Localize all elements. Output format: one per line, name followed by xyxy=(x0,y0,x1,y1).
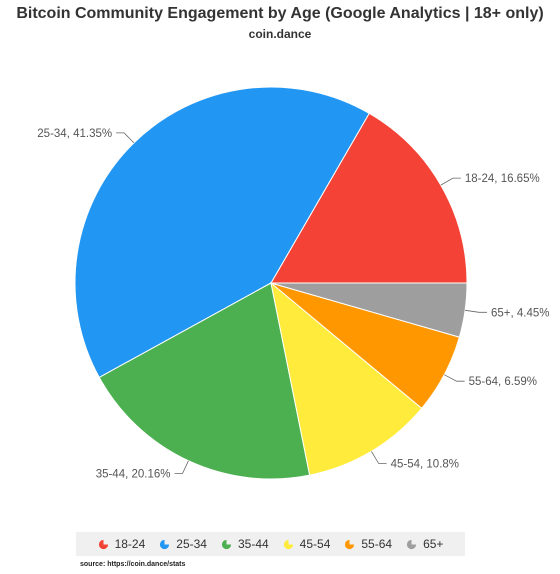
legend-label-55-64: 55-64 xyxy=(361,537,393,551)
legend-item-65-plus[interactable]: 65+ xyxy=(406,537,443,551)
legend-label-65-plus: 65+ xyxy=(423,537,444,551)
legend-item-55-64[interactable]: 55-64 xyxy=(344,537,392,551)
pie-slice-25-34[interactable] xyxy=(74,86,370,379)
connector-25-34 xyxy=(116,132,135,144)
data-label-25-34: 25-34, 41.35% xyxy=(37,128,112,140)
connector-18-24 xyxy=(440,177,461,186)
data-label-55-64: 55-64, 6.59% xyxy=(469,376,537,388)
legend-glyph-18-24 xyxy=(98,539,108,549)
pie-slice-65-plus[interactable] xyxy=(270,282,468,338)
data-label-35-44: 35-44, 20.16% xyxy=(96,469,171,481)
legend-swatch-65-plus xyxy=(406,539,417,549)
legend-item-45-54[interactable]: 45-54 xyxy=(283,537,331,551)
legend-glyph-55-64 xyxy=(345,539,355,549)
legend-glyph-35-44 xyxy=(221,539,232,549)
legend-label-25-34: 25-34 xyxy=(176,537,207,551)
chart-title: Bitcoin Community Engagement by Age (Goo… xyxy=(16,5,544,22)
legend-label-45-54: 45-54 xyxy=(299,537,331,551)
connector-55-64 xyxy=(444,374,465,382)
chart-subtitle: coin.dance xyxy=(248,27,312,41)
chart-legend: 18-24 25-34 35-44 45-54 55-64 65+ xyxy=(76,532,465,556)
legend-swatch-45-54 xyxy=(283,539,293,549)
legend-glyph-25-34 xyxy=(160,539,170,549)
connector-65-plus xyxy=(465,309,487,313)
legend-item-18-24[interactable]: 18-24 xyxy=(98,537,146,551)
legend-swatch-18-24 xyxy=(98,539,108,549)
legend-item-35-44[interactable]: 35-44 xyxy=(221,537,269,551)
legend-item-25-34[interactable]: 25-34 xyxy=(159,537,207,551)
legend-swatch-55-64 xyxy=(345,539,355,549)
legend-glyph-45-54 xyxy=(283,539,293,549)
legend-label-35-44: 35-44 xyxy=(237,537,269,551)
data-label-65-plus: 65+, 4.45% xyxy=(491,307,550,319)
legend-swatch-35-44 xyxy=(221,539,232,549)
pie-slice-35-44[interactable] xyxy=(98,282,311,480)
legend-swatch-25-34 xyxy=(160,539,170,549)
connector-45-54 xyxy=(371,451,387,464)
legend-glyph-65-plus xyxy=(406,539,417,549)
source-note: source: https://coin.dance/stats xyxy=(80,561,186,568)
data-label-45-54: 45-54, 10.8% xyxy=(391,458,459,470)
connector-35-44 xyxy=(174,460,189,474)
data-label-18-24: 18-24, 16.65% xyxy=(465,173,540,185)
legend-label-18-24: 18-24 xyxy=(114,537,146,551)
